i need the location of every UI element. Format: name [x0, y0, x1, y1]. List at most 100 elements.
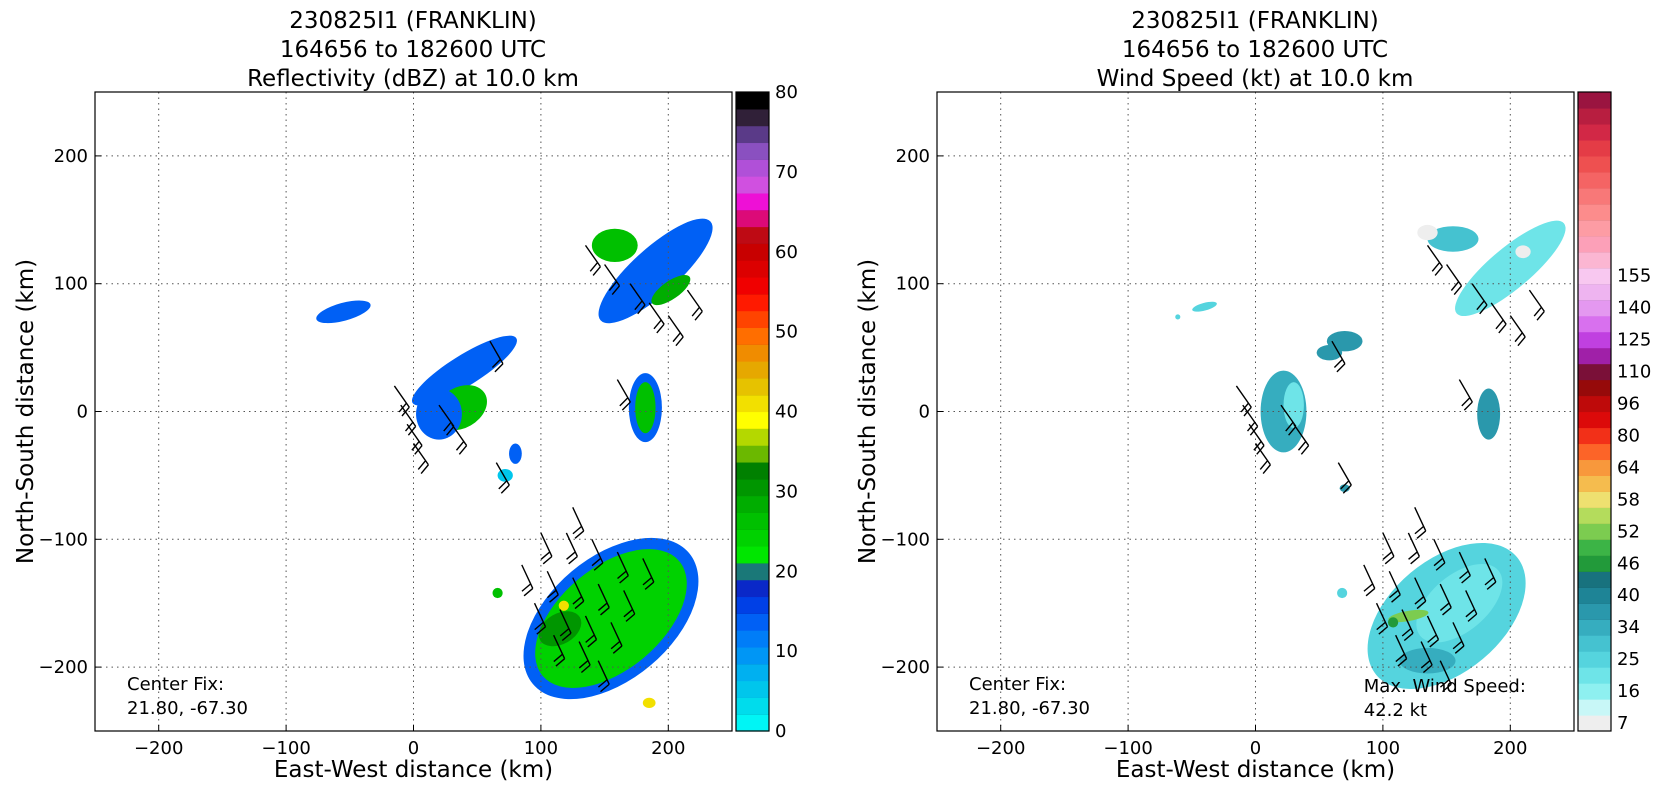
chart-title-line: 164656 to 182600 UTC: [280, 37, 546, 63]
colorbar-swatch: [736, 344, 769, 362]
data-region: [635, 382, 656, 434]
data-region: [1387, 617, 1399, 628]
colorbar-swatch: [1578, 603, 1611, 620]
colorbar-swatch: [736, 714, 769, 732]
colorbar-swatch: [1578, 267, 1611, 285]
data-region: [1337, 587, 1348, 599]
data-region: [1515, 245, 1531, 259]
data-region: [316, 300, 371, 324]
colorbar-swatch: [736, 478, 769, 497]
wind-barb: [1528, 289, 1545, 321]
colorbar-swatch: [1578, 171, 1611, 189]
colorbar-swatch: [736, 495, 769, 513]
colorbar-label: 25: [1617, 649, 1640, 670]
colorbar-swatch: [1578, 667, 1611, 684]
chart-title-line: 164656 to 182600 UTC: [1122, 37, 1388, 63]
colorbar-frame: [735, 91, 770, 732]
wind-barb: [1363, 564, 1376, 597]
colorbar-swatch: [736, 260, 769, 278]
chart-title-line: 230825I1 (FRANKLIN): [1131, 8, 1379, 34]
wind-barb: [393, 385, 410, 417]
data-region: [535, 549, 687, 688]
colorbar-label: 50: [775, 322, 798, 343]
y-axis-label: North-South distance (km): [855, 259, 881, 564]
wind-barb: [1446, 264, 1463, 296]
colorbar-label: 20: [775, 561, 798, 582]
colorbar-swatch: [736, 546, 769, 564]
wind-barb: [623, 590, 636, 622]
max-wind-annotation: Max. Wind Speed:: [1364, 676, 1526, 697]
data-region: [509, 443, 522, 464]
colorbar-label: 110: [1617, 362, 1651, 383]
colorbar-swatch: [736, 377, 769, 396]
colorbar-swatch: [1578, 139, 1611, 157]
wind-barb: [412, 443, 429, 474]
colorbar-swatch: [1578, 363, 1611, 381]
colorbar-swatch: [1578, 587, 1611, 604]
wind-barb: [597, 660, 610, 693]
colorbar-swatch: [1578, 299, 1611, 317]
wind-barb: [667, 315, 684, 347]
wind-barb: [1458, 551, 1471, 584]
data-region: [1388, 609, 1429, 623]
colorbar-swatch: [736, 646, 769, 665]
x-axis-label: East-West distance (km): [1116, 757, 1395, 783]
colorbar-swatch: [736, 310, 769, 329]
data-region: [497, 469, 513, 482]
data-region: [1477, 388, 1501, 440]
colorbar-swatch: [1578, 107, 1611, 125]
x-tick-label: 100: [524, 738, 558, 759]
data-field: [316, 218, 713, 708]
x-tick-label: −100: [1103, 738, 1152, 759]
colorbar-swatch: [1578, 555, 1611, 572]
data-region: [492, 587, 503, 599]
colorbar-frame: [1577, 91, 1612, 732]
wind-barb: [553, 634, 566, 667]
x-axis-label: East-West distance (km): [274, 757, 553, 783]
data-region: [1175, 314, 1181, 320]
wind-barb: [1426, 244, 1443, 276]
wind-barb: [546, 570, 559, 603]
colorbar-swatch: [736, 276, 769, 295]
colorbar-swatch: [1578, 315, 1611, 333]
wind-barb: [1382, 532, 1395, 565]
colorbar-swatch: [736, 92, 769, 110]
colorbar-swatch: [1578, 699, 1611, 716]
colorbar-swatch: [1578, 411, 1611, 429]
colorbar-swatch: [1578, 379, 1611, 397]
wind-speed-panel: 230825I1 (FRANKLIN) 164656 to 182600 UTC W…: [855, 8, 1651, 783]
y-axis-label: North-South distance (km): [13, 259, 39, 564]
y-tick-label: −200: [39, 657, 88, 678]
colorbar-swatch: [1578, 683, 1611, 700]
colorbar-swatch: [736, 411, 769, 429]
colorbar-swatch: [1578, 219, 1611, 237]
wind-barb: [1439, 583, 1452, 616]
wind-barb: [597, 583, 610, 616]
wind-barb: [1471, 283, 1488, 315]
colorbar-swatch: [736, 663, 769, 682]
colorbar-label: 16: [1617, 681, 1640, 702]
colorbar-swatch: [736, 125, 769, 144]
colorbar-swatch: [1578, 251, 1611, 269]
colorbar-swatch: [736, 428, 769, 446]
colorbar-label: 10: [775, 641, 798, 662]
wind-barb: [629, 283, 646, 315]
wind-barb: [1293, 423, 1310, 455]
x-tick-label: −200: [134, 738, 183, 759]
colorbar-swatch: [736, 226, 769, 244]
colorbar-swatch: [1578, 331, 1611, 349]
data-region: [1416, 563, 1503, 643]
colorbar-swatch: [736, 361, 769, 379]
wind-barb: [1401, 609, 1414, 642]
wind-barb: [584, 244, 601, 276]
colorbar-swatch: [1578, 635, 1611, 652]
chart-title-line: Wind Speed (kt) at 10.0 km: [1097, 66, 1414, 92]
colorbar-label: 70: [775, 162, 798, 183]
data-region: [416, 388, 462, 440]
wind-barb: [686, 289, 703, 321]
wind-barb: [1331, 340, 1346, 373]
wind-barb: [1458, 379, 1473, 411]
wind-barb: [584, 615, 598, 648]
colorbar-swatch: [1578, 619, 1611, 636]
